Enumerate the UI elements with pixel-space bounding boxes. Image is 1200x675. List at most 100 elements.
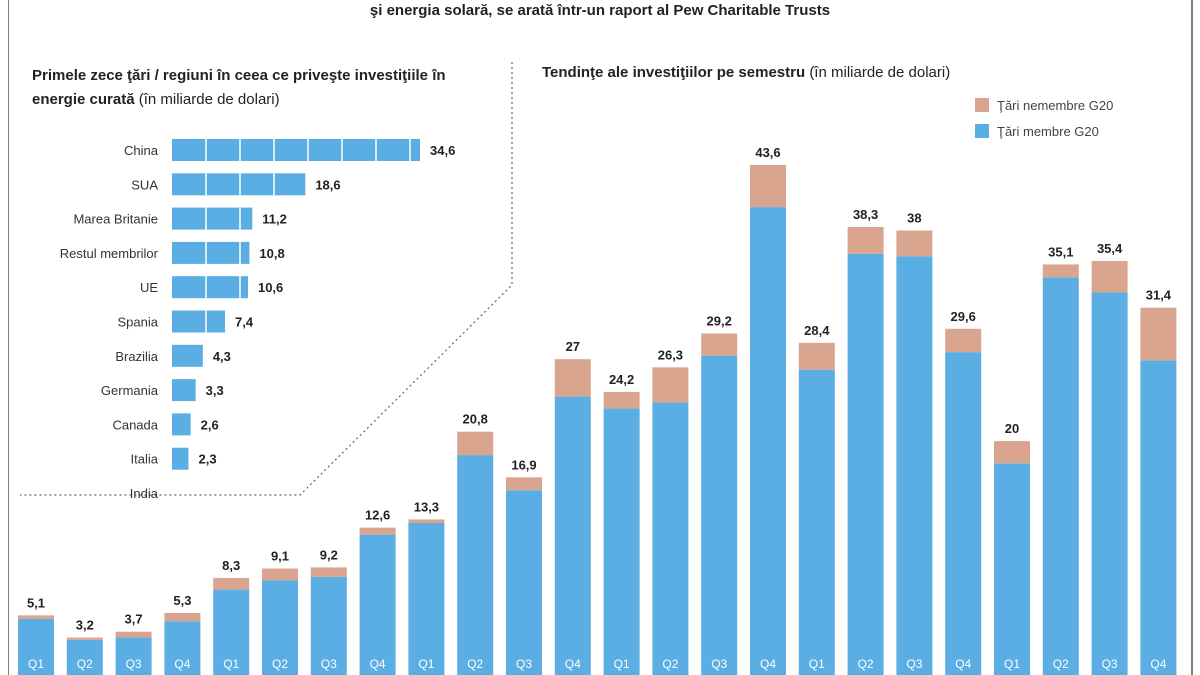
bar-segment-non-g20 [994,441,1030,464]
bar-segment-non-g20 [115,631,152,638]
bar-segment-non-g20 [554,359,591,397]
bar-segment-non-g20 [310,567,347,577]
semester-bar-10: 20,8 Q2 [457,412,494,675]
semester-bar-14: 26,3 Q2 [652,347,689,675]
country-label: Italia [131,452,159,467]
bar-segment-g20 [603,408,640,675]
legend-label-non-g20: Ţări nemembre G20 [997,98,1114,113]
bar-total-label: 38 [907,211,921,226]
bar-total-label: 5,3 [173,593,191,608]
semester-bar-11: 16,9 Q3 [506,457,542,675]
quarter-tick-label: Q4 [1150,657,1166,671]
quarter-tick-label: Q1 [1004,657,1020,671]
bar-segment-g20 [66,639,103,675]
country-row-4: Restul membrilor 10,8 [60,241,285,264]
bar-total-label: 29,6 [951,309,976,324]
legend-swatch-non-g20 [975,98,989,112]
country-value-label: 7,4 [235,315,254,330]
bar-segment-g20 [18,618,54,675]
quarter-tick-label: Q4 [565,657,581,671]
left-panel-dotted-border [20,62,513,496]
bar-segment-non-g20 [1042,264,1079,278]
country-value-label: 10,8 [259,246,284,261]
country-label: Restul membrilor [60,246,159,261]
quarter-tick-label: Q1 [28,657,44,671]
country-bar [172,379,196,402]
semester-bar-7: 9,2 Q3 [310,547,347,675]
country-bar [172,447,189,470]
quarter-tick-label: Q2 [77,657,93,671]
semester-bar-1: 5,1 Q1 [18,595,54,675]
bar-total-label: 3,7 [125,612,143,627]
bar-segment-non-g20 [66,637,103,640]
country-bar [172,241,250,264]
quarter-tick-label: Q3 [711,657,727,671]
country-row-1: China 34,6 [124,139,455,161]
top-caption: şi energia solară, se arată într-un rapo… [369,2,831,19]
country-label: Brazilia [115,349,158,364]
country-row-9: Canada 2,6 [112,413,219,436]
bar-segment-non-g20 [603,391,640,409]
semester-bar-20: 29,6 Q4 [945,309,982,675]
quarter-tick-label: Q3 [321,657,337,671]
bar-segment-non-g20 [701,333,738,356]
bar-segment-non-g20 [1091,260,1128,293]
bar-segment-g20 [1140,360,1177,675]
country-label: Canada [112,417,158,432]
bar-segment-g20 [359,534,396,675]
semester-bar-4: 5,3 Q4 [164,593,201,675]
country-bar [172,139,420,161]
country-label: India [130,486,159,501]
bar-segment-non-g20 [457,431,494,456]
country-value-label: 11,2 [262,212,287,227]
bar-segment-g20 [310,576,347,675]
bar-segment-g20 [896,256,933,675]
bar-segment-g20 [1091,292,1128,675]
country-bar [172,344,203,367]
bar-segment-g20 [262,580,298,675]
bar-segment-g20 [701,355,738,675]
semester-bar-18: 38,3 Q2 [847,207,884,675]
bar-segment-non-g20 [359,527,396,535]
quarter-tick-label: Q4 [174,657,190,671]
legend-item-non-g20: Ţări nemembre G20 [975,98,1113,113]
semester-bar-19: 38 Q3 [896,211,933,675]
semester-bar-8: 12,6 Q4 [359,508,396,675]
country-row-7: Brazilia 4,3 [115,344,231,367]
bar-total-label: 26,3 [658,347,683,362]
legend-label-g20: Ţări membre G20 [997,124,1099,139]
left-chart-title-bold: Primele zece ţări / regiuni în ceea ce p… [32,67,446,108]
bar-segment-g20 [115,637,152,675]
legend-swatch-g20 [975,124,989,138]
bar-total-label: 9,1 [271,549,289,564]
semester-bar-6: 9,1 Q2 [262,549,298,675]
bar-total-label: 8,3 [222,558,240,573]
bar-segment-g20 [506,490,542,675]
bar-segment-g20 [213,589,250,675]
semester-bar-5: 8,3 Q1 [213,558,250,675]
country-value-label: 10,6 [258,280,283,295]
country-row-10: Italia 2,3 [131,447,217,470]
bar-total-label: 13,3 [414,499,439,514]
bar-total-label: 9,2 [320,547,338,562]
country-row-5: UE 10,6 [140,276,283,299]
quarter-tick-label: Q1 [418,657,434,671]
semester-bar-3: 3,7 Q3 [115,612,152,675]
bar-segment-non-g20 [18,615,54,619]
country-bar [172,413,191,436]
bar-segment-g20 [554,396,591,675]
country-row-2: SUA 18,6 [131,173,341,196]
quarter-tick-label: Q2 [1053,657,1069,671]
bar-segment-g20 [798,369,835,675]
quarter-tick-label: Q3 [516,657,532,671]
quarter-tick-label: Q2 [858,657,874,671]
bar-segment-non-g20 [1140,307,1177,361]
country-value-label: 4,3 [213,349,231,364]
quarter-tick-label: Q2 [272,657,288,671]
quarter-tick-label: Q3 [906,657,922,671]
country-bar [172,310,226,333]
quarter-tick-label: Q1 [614,657,630,671]
country-row-8: Germania 3,3 [101,379,224,402]
bar-segment-g20 [994,463,1030,675]
